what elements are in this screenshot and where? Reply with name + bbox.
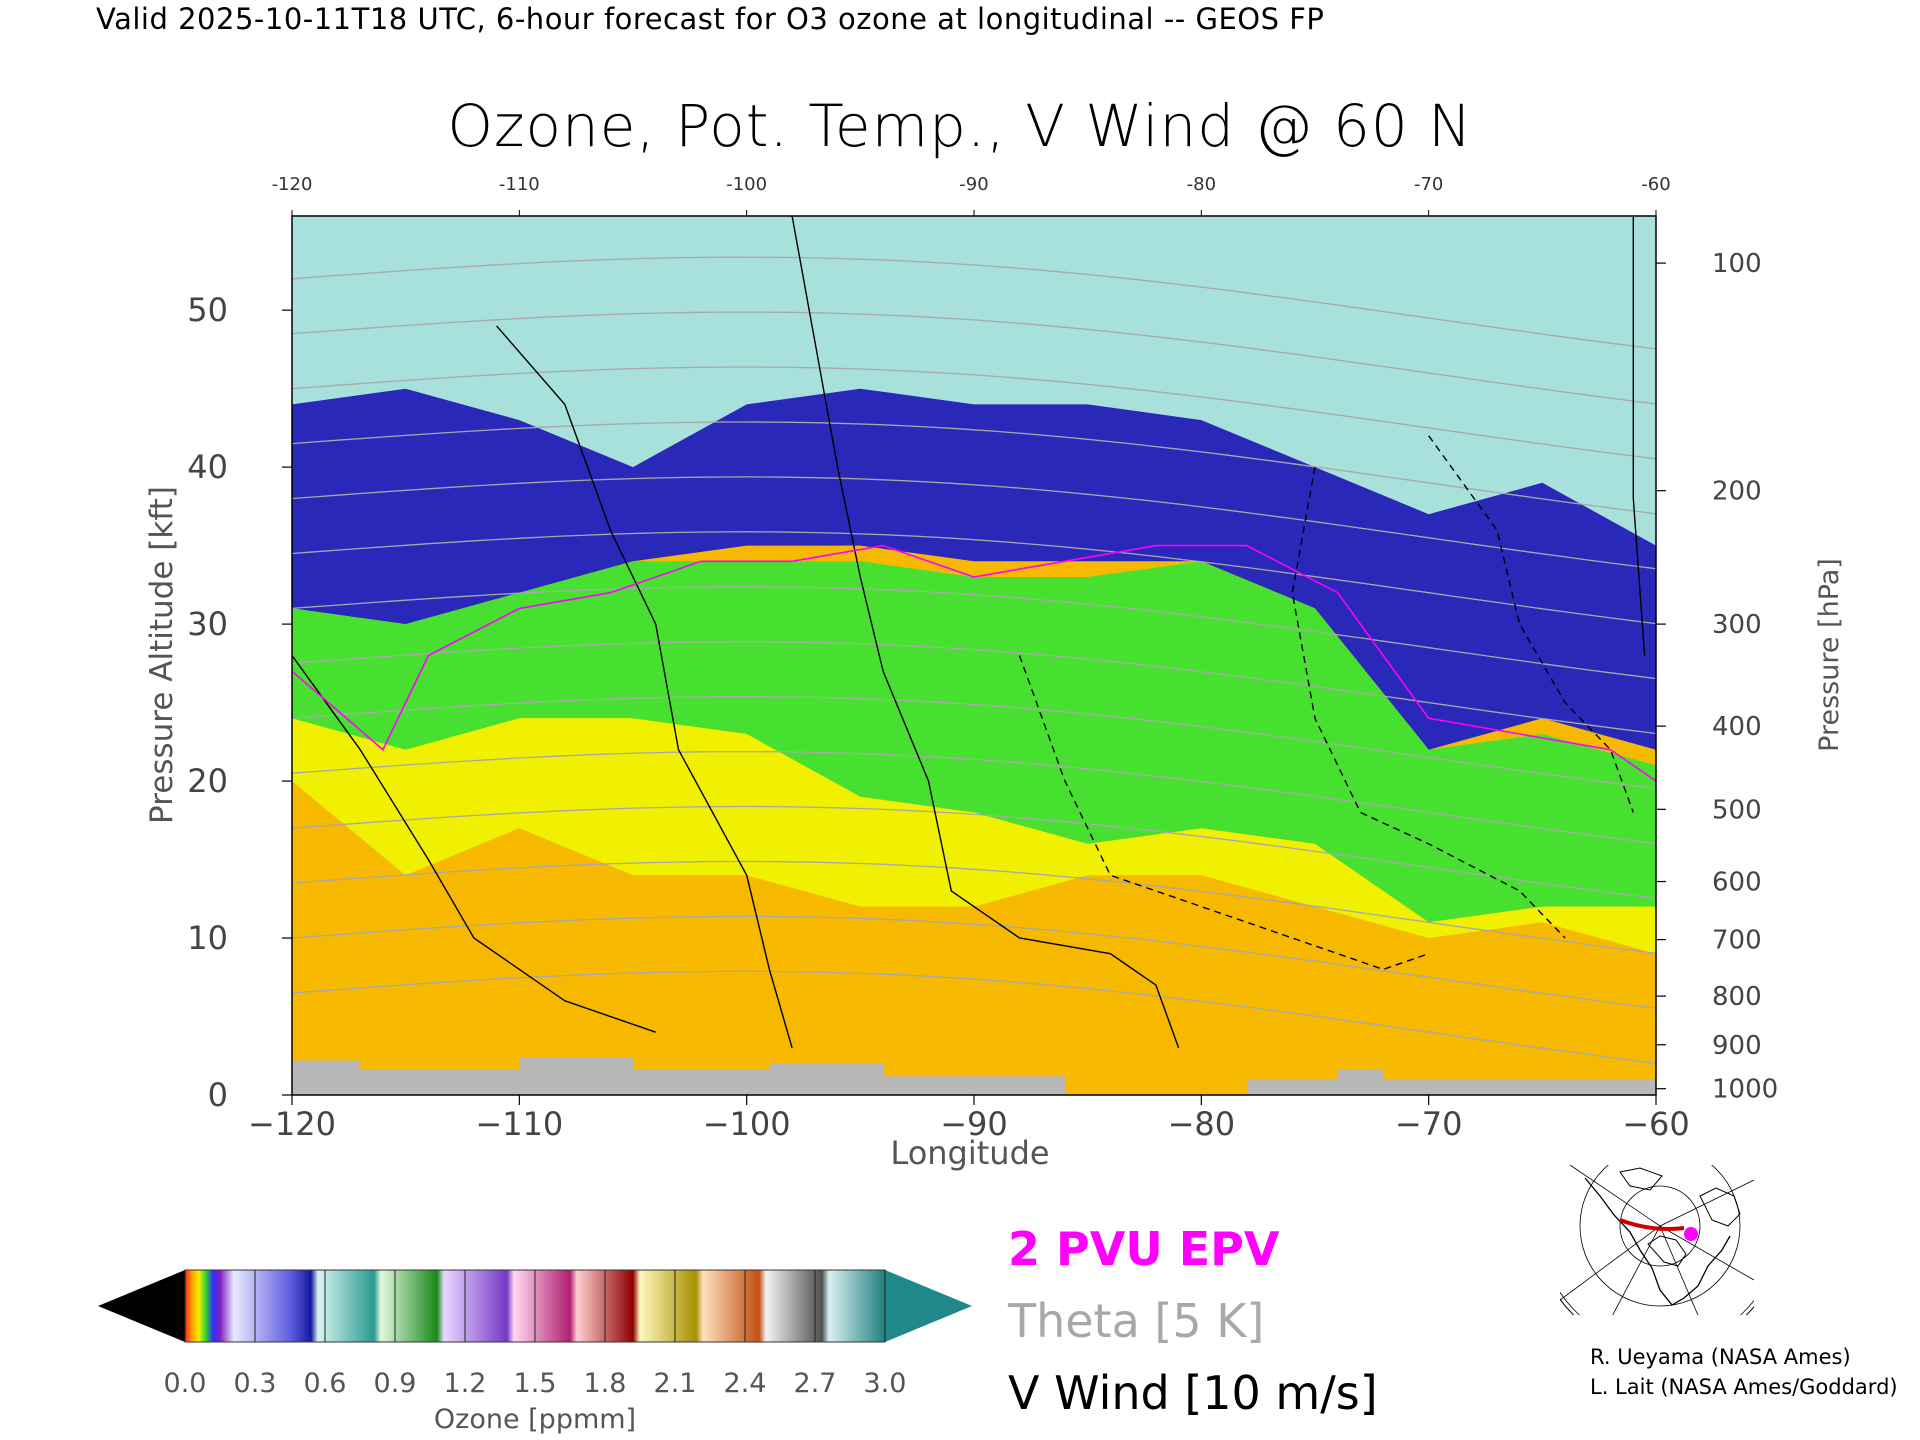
plot-area <box>292 216 1656 1095</box>
legend-wind: V Wind [10 m/s] <box>1008 1366 1378 1420</box>
x-tick-label: −90 <box>940 1105 1008 1143</box>
ozone-layer-lime <box>292 561 1656 923</box>
x-tick-label: −70 <box>1395 1105 1463 1143</box>
theta-contour-line <box>292 421 1656 515</box>
theta-contour-line <box>292 531 1656 625</box>
legend-theta: Theta [5 K] <box>1008 1294 1265 1348</box>
colorbar-over-arrow <box>885 1270 972 1342</box>
colorbar-tick-label: 1.8 <box>584 1368 627 1399</box>
theta-contour-line <box>292 311 1656 405</box>
y-tick-label: 10 <box>187 919 228 957</box>
colorbar-tick-label: 0.3 <box>234 1368 277 1399</box>
x-top-tick-label: -80 <box>1187 174 1216 195</box>
x-top-tick-label: -120 <box>272 174 313 195</box>
y-right-tick-label: 500 <box>1712 795 1762 825</box>
terrain-fill <box>292 1057 1656 1095</box>
theta-contours <box>292 256 1656 1064</box>
y-tick-label: 50 <box>187 291 228 329</box>
y-axis-label-left: Pressure Altitude [kft] <box>144 486 180 824</box>
v-wind-contour-line <box>1428 435 1634 813</box>
y-tick-label: 30 <box>187 605 228 643</box>
theta-contour-line <box>292 586 1656 680</box>
theta-contour-line <box>292 366 1656 460</box>
ozone-layers <box>292 216 1656 1080</box>
y-right-tick-label: 800 <box>1712 982 1762 1012</box>
theta-contour-line <box>292 915 1656 1009</box>
inset-map <box>1560 1165 1754 1315</box>
chart-title: Ozone, Pot. Temp., V Wind @ 60 N <box>447 92 1473 160</box>
x-top-tick-label: -90 <box>959 174 988 195</box>
colorbar-tick-label: 2.7 <box>794 1368 837 1399</box>
x-tick-label: −100 <box>703 1105 791 1143</box>
y-axis-right: 100 200 300 400 500 600 700 800 900 1000 <box>1656 249 1778 1105</box>
colorbar-label: Ozone [ppmm] <box>434 1404 636 1435</box>
colorbar-under-arrow <box>98 1270 185 1342</box>
legend-epv: 2 PVU EPV <box>1008 1222 1280 1276</box>
y-tick-label: 20 <box>187 762 228 800</box>
v-wind-contour-line <box>1018 655 1429 971</box>
y-axis-label-right: Pressure [hPa] <box>1814 558 1845 752</box>
x-top-tick-label: -110 <box>499 174 540 195</box>
y-right-tick-label: 100 <box>1712 249 1762 279</box>
terrain <box>292 1057 1656 1095</box>
colorbar-tick-label: 1.5 <box>514 1368 557 1399</box>
x-top-tick-label: -100 <box>726 174 767 195</box>
x-top-tick-label: -70 <box>1414 174 1443 195</box>
y-right-tick-label: 300 <box>1712 610 1762 640</box>
x-top-tick-label: -60 <box>1641 174 1670 195</box>
credit-line-1: R. Ueyama (NASA Ames) <box>1590 1345 1851 1369</box>
y-right-tick-label: 400 <box>1712 712 1762 742</box>
theta-contour-line <box>292 256 1656 350</box>
section-marker <box>1684 1227 1698 1241</box>
colorbar-tick-label: 3.0 <box>864 1368 907 1399</box>
v-wind-contour-line <box>1632 216 1646 656</box>
x-tick-label: −60 <box>1622 1105 1690 1143</box>
v-wind-contours <box>292 216 1656 1049</box>
colorbar: 0.0 0.3 0.6 0.9 1.2 1.5 1.8 2.1 2.4 2.7 3.0 Ozone … <box>98 1269 972 1435</box>
theta-contour-line <box>292 970 1656 1064</box>
colorbar-tick-label: 2.1 <box>654 1368 697 1399</box>
v-wind-contour-line <box>292 655 656 1033</box>
theta-contour-line <box>292 860 1656 954</box>
section-line <box>1619 1218 1685 1231</box>
x-axis-bottom: −120 −110 −100 −90 −80 −70 −60 <box>248 1095 1690 1143</box>
x-tick-label: −80 <box>1168 1105 1236 1143</box>
y-right-tick-label: 200 <box>1712 477 1762 507</box>
ozone-layer-orange <box>292 781 1656 1080</box>
colorbar-tick-label: 2.4 <box>724 1368 767 1399</box>
theta-contour-line <box>292 750 1656 845</box>
colorbar-tick-label: 0.6 <box>304 1368 347 1399</box>
y-tick-label: 40 <box>187 448 228 486</box>
x-axis-label: Longitude <box>890 1134 1049 1172</box>
y-right-tick-label: 600 <box>1712 868 1762 898</box>
colorbar-ticks: 0.0 0.3 0.6 0.9 1.2 1.5 1.8 2.1 2.4 2.7 3.0 <box>164 1270 907 1399</box>
colorbar-tick-label: 0.9 <box>374 1368 417 1399</box>
x-tick-label: −120 <box>248 1105 336 1143</box>
v-wind-contour-line <box>496 325 793 1049</box>
y-right-tick-label: 1000 <box>1712 1075 1778 1105</box>
y-axis-left: 0 10 20 30 40 50 <box>187 291 292 1114</box>
v-wind-contour-line <box>791 216 1180 1049</box>
x-tick-label: −110 <box>475 1105 563 1143</box>
header-line: Valid 2025-10-11T18 UTC, 6-hour forecast… <box>96 2 1325 36</box>
credit-line-2: L. Lait (NASA Ames/Goddard) <box>1590 1375 1898 1399</box>
theta-contour-line <box>292 641 1656 735</box>
epv-2pvu-line <box>292 544 1656 782</box>
theta-contour-line <box>292 476 1656 570</box>
theta-contour-line <box>292 805 1656 899</box>
y-right-tick-label: 900 <box>1712 1031 1762 1061</box>
colorbar-tick-label: 1.2 <box>444 1368 487 1399</box>
y-right-tick-label: 700 <box>1712 926 1762 956</box>
x-axis-top: -120 -110 -100 -90 -80 -70 -60 <box>272 174 1671 216</box>
colorbar-tick-label: 0.0 <box>164 1368 207 1399</box>
theta-contour-line <box>292 696 1656 790</box>
y-tick-label: 0 <box>208 1076 228 1114</box>
